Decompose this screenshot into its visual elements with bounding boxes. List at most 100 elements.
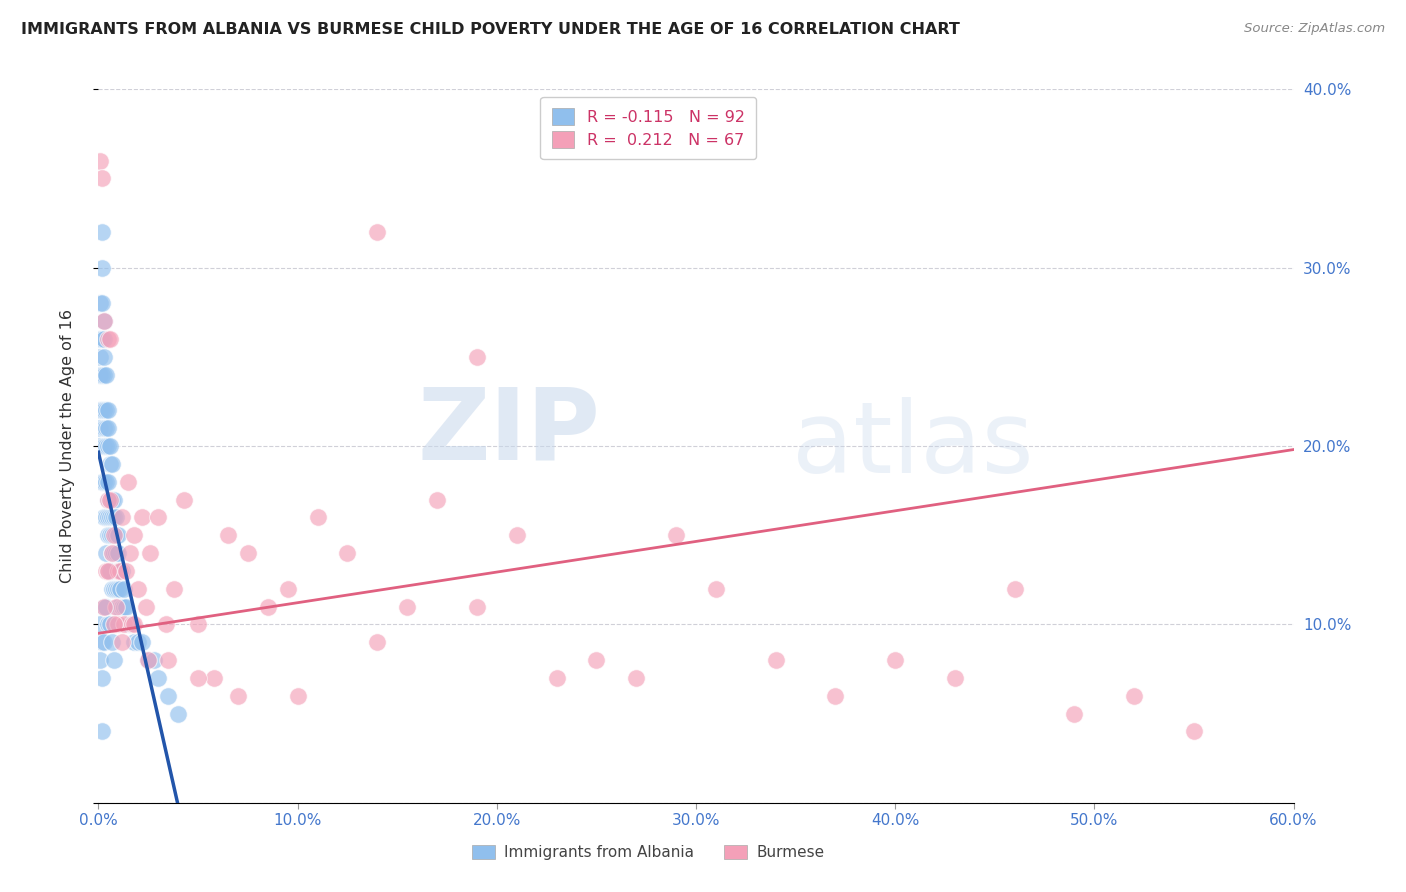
Point: [103, 528, 125, 542]
Point: [93, 314, 115, 328]
Point: [187, 671, 209, 685]
Point: [112, 582, 135, 596]
Point: [100, 332, 122, 346]
Text: IMMIGRANTS FROM ALBANIA VS BURMESE CHILD POVERTY UNDER THE AGE OF 16 CORRELATION: IMMIGRANTS FROM ALBANIA VS BURMESE CHILD…: [21, 22, 960, 37]
Point: [107, 599, 129, 614]
Point: [884, 653, 907, 667]
Point: [91, 332, 114, 346]
Point: [1182, 724, 1205, 739]
Point: [111, 564, 134, 578]
Point: [93, 368, 115, 382]
Point: [100, 510, 122, 524]
Point: [157, 689, 180, 703]
Point: [93, 599, 115, 614]
Point: [107, 528, 129, 542]
Point: [131, 510, 153, 524]
Point: [626, 671, 648, 685]
Point: [107, 564, 129, 578]
Point: [217, 528, 239, 542]
Point: [107, 546, 129, 560]
Point: [105, 546, 128, 560]
Point: [1004, 582, 1026, 596]
Point: [115, 599, 138, 614]
Point: [121, 617, 143, 632]
Point: [93, 421, 115, 435]
Point: [91, 403, 114, 417]
Point: [107, 564, 129, 578]
Point: [97, 510, 120, 524]
Point: [336, 546, 359, 560]
Point: [120, 546, 142, 560]
Point: [1123, 689, 1146, 703]
Point: [89, 296, 111, 310]
Point: [112, 599, 135, 614]
Point: [136, 653, 159, 667]
Point: [105, 528, 128, 542]
Point: [107, 582, 129, 596]
Point: [824, 689, 846, 703]
Point: [97, 492, 120, 507]
Point: [97, 475, 120, 489]
Point: [148, 510, 170, 524]
Point: [96, 546, 118, 560]
Point: [97, 528, 120, 542]
Point: [139, 546, 162, 560]
Point: [167, 706, 190, 721]
Point: [943, 671, 966, 685]
Point: [97, 403, 120, 417]
Point: [704, 582, 727, 596]
Point: [101, 510, 124, 524]
Point: [105, 582, 128, 596]
Point: [101, 546, 124, 560]
Point: [96, 439, 118, 453]
Point: [110, 564, 132, 578]
Point: [97, 421, 120, 435]
Point: [89, 403, 111, 417]
Point: [105, 599, 128, 614]
Point: [277, 582, 299, 596]
Point: [91, 671, 114, 685]
Point: [96, 421, 118, 435]
Point: [110, 582, 132, 596]
Point: [127, 582, 149, 596]
Point: [100, 528, 122, 542]
Point: [187, 617, 209, 632]
Point: [97, 439, 120, 453]
Text: ZIP: ZIP: [418, 384, 600, 480]
Point: [765, 653, 787, 667]
Point: [101, 582, 124, 596]
Point: [124, 528, 146, 542]
Point: [103, 510, 125, 524]
Point: [103, 582, 125, 596]
Point: [1063, 706, 1085, 721]
Point: [96, 403, 118, 417]
Point: [110, 564, 132, 578]
Point: [93, 510, 115, 524]
Point: [89, 617, 111, 632]
Point: [91, 225, 114, 239]
Point: [89, 653, 111, 667]
Point: [100, 617, 122, 632]
Point: [93, 635, 115, 649]
Point: [236, 546, 259, 560]
Point: [93, 403, 115, 417]
Legend: Immigrants from Albania, Burmese: Immigrants from Albania, Burmese: [465, 839, 831, 866]
Point: [426, 492, 449, 507]
Point: [103, 617, 125, 632]
Point: [96, 475, 118, 489]
Point: [89, 439, 111, 453]
Point: [202, 671, 225, 685]
Point: [131, 635, 153, 649]
Point: [287, 689, 309, 703]
Y-axis label: Child Poverty Under the Age of 16: Child Poverty Under the Age of 16: [60, 309, 75, 583]
Point: [124, 617, 146, 632]
Point: [585, 653, 607, 667]
Point: [100, 492, 122, 507]
Text: Source: ZipAtlas.com: Source: ZipAtlas.com: [1244, 22, 1385, 36]
Point: [307, 510, 329, 524]
Point: [117, 617, 139, 632]
Point: [546, 671, 568, 685]
Point: [103, 653, 125, 667]
Point: [226, 689, 249, 703]
Point: [465, 350, 488, 364]
